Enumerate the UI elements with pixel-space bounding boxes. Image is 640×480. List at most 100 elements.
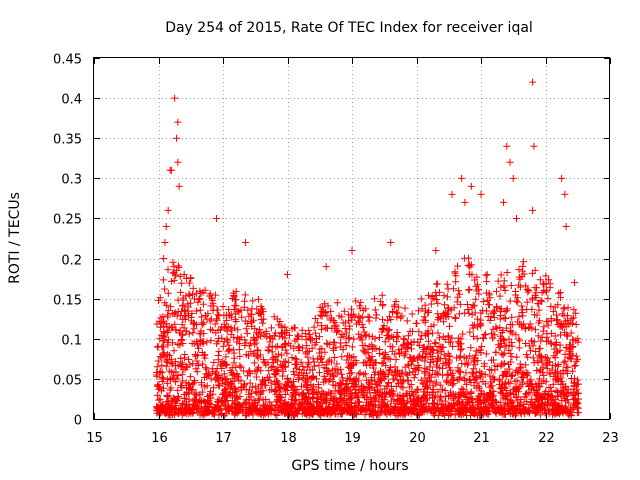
data-point	[435, 288, 443, 296]
data-point	[438, 404, 446, 412]
data-point	[204, 369, 212, 377]
data-point	[574, 399, 582, 407]
data-point	[407, 338, 415, 346]
data-point	[407, 345, 415, 353]
data-point	[261, 359, 269, 367]
data-point	[412, 319, 420, 327]
data-point	[399, 384, 407, 392]
data-point	[287, 400, 295, 408]
data-point	[163, 398, 171, 406]
data-point	[457, 335, 465, 343]
data-point	[552, 341, 560, 349]
data-point	[209, 296, 217, 304]
data-point	[315, 369, 323, 377]
data-point	[547, 339, 555, 347]
data-point	[361, 332, 369, 340]
data-point	[541, 409, 549, 417]
data-point	[437, 348, 445, 356]
data-point	[207, 302, 215, 310]
data-point	[202, 364, 210, 372]
data-point	[499, 351, 507, 359]
data-point	[199, 300, 207, 308]
y-tick-label: 0	[74, 414, 82, 429]
data-point	[542, 272, 550, 280]
data-point	[511, 384, 519, 392]
data-point	[304, 360, 312, 368]
data-point	[215, 382, 223, 390]
data-point	[553, 376, 561, 384]
data-point	[178, 383, 186, 391]
data-point	[409, 354, 417, 362]
data-point	[394, 303, 402, 311]
data-point	[196, 295, 204, 303]
data-point	[167, 303, 175, 311]
data-point	[238, 313, 246, 321]
data-point	[419, 379, 427, 387]
data-point	[334, 410, 342, 418]
data-point	[504, 360, 512, 368]
data-point	[432, 247, 440, 255]
data-point	[262, 396, 270, 404]
data-point	[294, 404, 302, 412]
data-point	[532, 289, 540, 297]
data-point	[557, 389, 565, 397]
data-point	[244, 306, 252, 314]
data-point	[497, 340, 505, 348]
data-point	[185, 389, 193, 397]
data-point	[323, 340, 331, 348]
data-point	[174, 340, 182, 348]
data-point	[441, 411, 449, 419]
data-point	[497, 271, 505, 279]
data-point	[158, 374, 166, 382]
data-point	[342, 342, 350, 350]
data-point	[259, 376, 267, 384]
data-point	[422, 382, 430, 390]
data-point	[277, 384, 285, 392]
data-point	[164, 289, 172, 297]
data-point	[257, 332, 265, 340]
data-point	[185, 279, 193, 287]
data-point	[337, 365, 345, 373]
data-point	[498, 335, 506, 343]
data-point	[554, 375, 562, 383]
data-point	[528, 404, 536, 412]
data-point	[375, 398, 383, 406]
data-point	[194, 298, 202, 306]
data-point	[184, 300, 192, 308]
data-point	[498, 329, 506, 337]
data-point	[544, 294, 552, 302]
data-point	[523, 286, 531, 294]
data-point	[547, 302, 555, 310]
data-point	[501, 368, 509, 376]
data-point	[431, 340, 439, 348]
data-point	[336, 388, 344, 396]
data-point	[466, 328, 474, 336]
data-point	[311, 341, 319, 349]
data-point	[380, 370, 388, 378]
data-point	[496, 292, 504, 300]
data-point	[518, 370, 526, 378]
data-point	[170, 263, 178, 271]
data-point	[397, 314, 405, 322]
data-point	[433, 280, 441, 288]
data-point	[552, 387, 560, 395]
data-point	[253, 305, 261, 313]
data-point	[230, 333, 238, 341]
data-point	[429, 346, 437, 354]
data-point	[309, 366, 317, 374]
data-point	[199, 411, 207, 419]
data-point	[232, 287, 240, 295]
data-point	[465, 286, 473, 294]
data-point	[196, 337, 204, 345]
data-point	[469, 409, 477, 417]
data-point	[570, 375, 578, 383]
data-point	[514, 396, 522, 404]
data-point	[574, 376, 582, 384]
data-point	[207, 337, 215, 345]
data-point	[171, 402, 179, 410]
data-point	[420, 343, 428, 351]
data-point	[500, 314, 508, 322]
data-point	[489, 396, 497, 404]
data-point	[386, 342, 394, 350]
data-point	[414, 338, 422, 346]
